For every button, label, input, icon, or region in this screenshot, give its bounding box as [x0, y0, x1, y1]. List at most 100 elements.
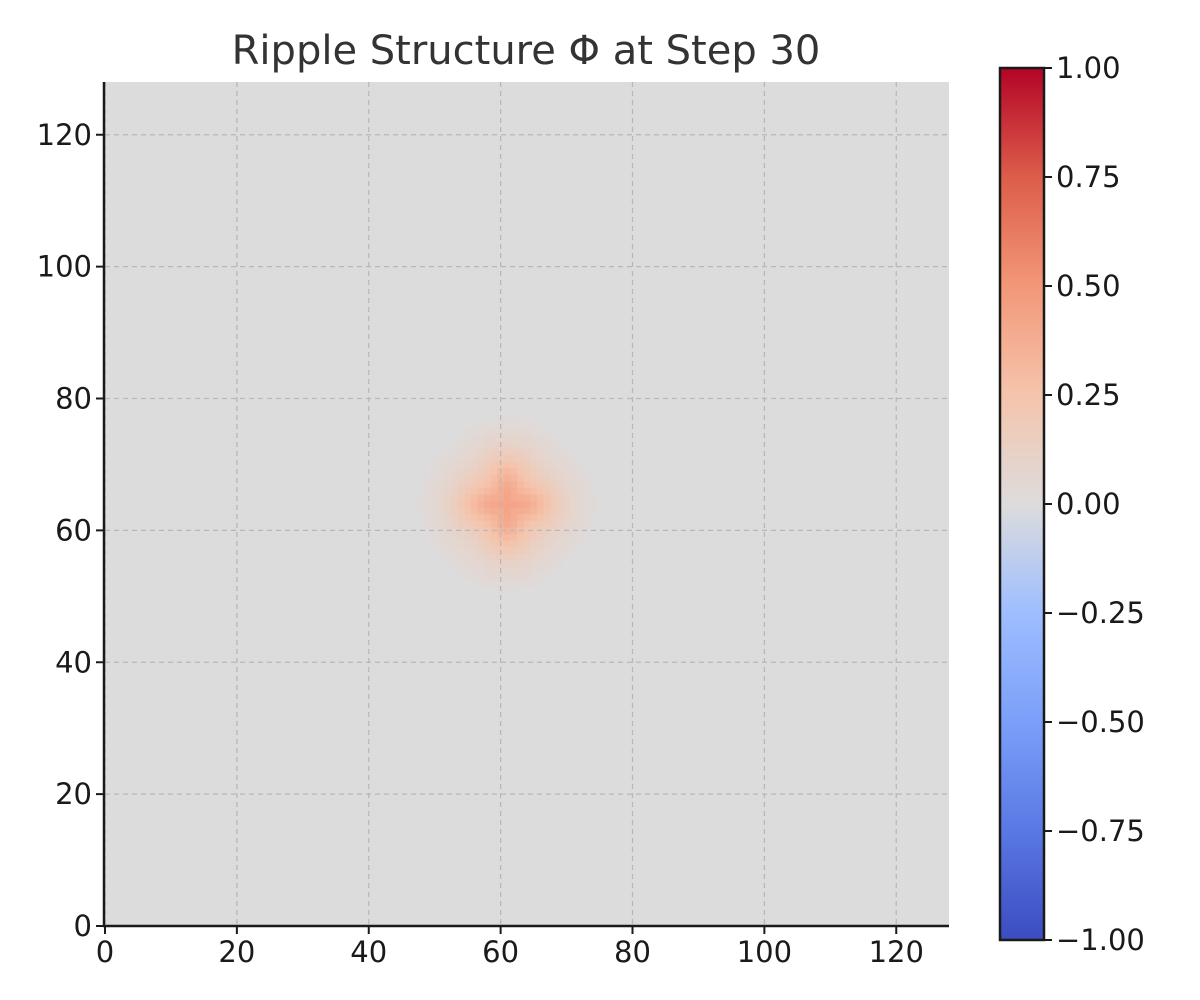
heatmap-cell — [497, 533, 505, 541]
heatmap-cell — [444, 454, 452, 462]
heatmap-cell — [424, 480, 432, 488]
heatmap-cell — [563, 533, 571, 541]
heatmap-cell — [563, 467, 571, 475]
heatmap-cell — [583, 513, 591, 521]
heatmap-cell — [497, 474, 505, 482]
heatmap-cell — [470, 487, 478, 495]
heatmap-cell — [517, 467, 525, 475]
heatmap-cell — [457, 527, 465, 535]
heatmap-cell — [424, 494, 432, 502]
heatmap-cell — [490, 540, 498, 548]
heatmap-cell — [543, 507, 551, 515]
heatmap-cell — [563, 494, 571, 502]
heatmap-cell — [457, 560, 465, 568]
heatmap-cell — [517, 447, 525, 455]
heatmap-cell — [517, 566, 525, 574]
heatmap-cell — [523, 421, 531, 429]
heatmap-cell — [536, 546, 544, 554]
heatmap-cell — [517, 441, 525, 449]
heatmap-cell — [517, 513, 525, 521]
heatmap-cell — [503, 540, 511, 548]
heatmap-cell — [569, 494, 577, 502]
heatmap-cell — [503, 527, 511, 535]
heatmap-cell — [543, 434, 551, 442]
heatmap-cell — [470, 560, 478, 568]
heatmap-cell — [484, 579, 492, 587]
heatmap-cell — [437, 467, 445, 475]
heatmap-cell — [569, 500, 577, 508]
heatmap-cell — [556, 467, 564, 475]
heatmap-cell — [569, 533, 577, 541]
heatmap-cell — [470, 467, 478, 475]
heatmap-cell — [444, 474, 452, 482]
heatmap-cell — [424, 474, 432, 482]
heatmap-cell — [437, 533, 445, 541]
heatmap-cell — [576, 527, 584, 535]
heatmap-cell — [470, 553, 478, 561]
heatmap-cell — [464, 487, 472, 495]
heatmap-cell — [576, 487, 584, 495]
heatmap-cell — [431, 507, 439, 515]
heatmap-cell — [497, 480, 505, 488]
heatmap-cell — [470, 566, 478, 574]
heatmap-cell — [464, 474, 472, 482]
heatmap-cell — [477, 487, 485, 495]
heatmap-cell — [543, 487, 551, 495]
heatmap-cell — [517, 579, 525, 587]
heatmap-cell — [444, 447, 452, 455]
heatmap-cell — [523, 546, 531, 554]
heatmap-cell — [464, 507, 472, 515]
heatmap-cell — [530, 520, 538, 528]
heatmap-cell — [530, 487, 538, 495]
heatmap-cell — [437, 546, 445, 554]
heatmap-cell — [536, 474, 544, 482]
heatmap-cell — [510, 566, 518, 574]
heatmap-cell — [477, 540, 485, 548]
heatmap-cell — [503, 546, 511, 554]
heatmap-cell — [470, 500, 478, 508]
heatmap-cell — [497, 579, 505, 587]
colorbar-tick-label: 0.50 — [1056, 269, 1121, 303]
heatmap-cell — [464, 447, 472, 455]
heatmap-cell — [451, 454, 459, 462]
heatmap-cell — [563, 447, 571, 455]
heatmap-cell — [536, 454, 544, 462]
heatmap-cell — [464, 566, 472, 574]
heatmap-cell — [497, 500, 505, 508]
heatmap-cell — [457, 500, 465, 508]
heatmap-cell — [451, 527, 459, 535]
heatmap-cell — [451, 507, 459, 515]
heatmap-cell — [457, 507, 465, 515]
heatmap-cell — [464, 494, 472, 502]
heatmap-cell — [543, 573, 551, 581]
heatmap-cell — [530, 441, 538, 449]
heatmap-cell — [543, 447, 551, 455]
heatmap-cell — [490, 579, 498, 587]
heatmap-cell — [464, 520, 472, 528]
heatmap-cell — [576, 500, 584, 508]
heatmap-cell — [484, 560, 492, 568]
heatmap-cell — [431, 467, 439, 475]
heatmap-cell — [464, 573, 472, 581]
heatmap-cell — [484, 540, 492, 548]
heatmap-cell — [517, 421, 525, 429]
heatmap-cell — [523, 428, 531, 436]
heatmap-cell — [457, 474, 465, 482]
heatmap-cell — [523, 441, 531, 449]
heatmap-cell — [451, 513, 459, 521]
heatmap-cell — [576, 520, 584, 528]
heatmap-cell — [550, 513, 558, 521]
heatmap-cell — [503, 500, 511, 508]
heatmap-cell — [543, 546, 551, 554]
heatmap-cell — [556, 533, 564, 541]
heatmap-cell — [583, 487, 591, 495]
heatmap-cell — [556, 553, 564, 561]
heatmap-cell — [517, 494, 525, 502]
heatmap-cell — [543, 467, 551, 475]
heatmap-cell — [431, 461, 439, 469]
heatmap-cell — [510, 421, 518, 429]
heatmap-cell — [477, 573, 485, 581]
heatmap-cell — [517, 540, 525, 548]
heatmap-cell — [437, 520, 445, 528]
heatmap-cell — [543, 553, 551, 561]
